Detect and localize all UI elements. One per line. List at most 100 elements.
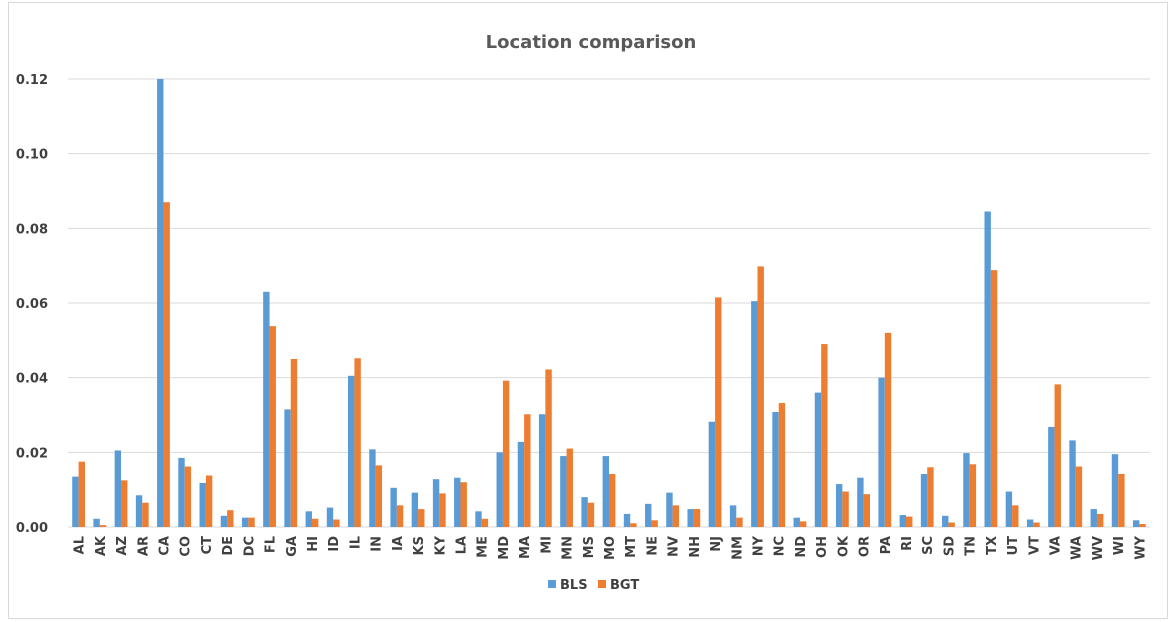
bar-bgt-nd — [799, 521, 807, 527]
bar-bls-vt — [1026, 519, 1034, 527]
bar-bgt-mi — [545, 369, 552, 527]
x-tick-label: NH — [688, 536, 703, 558]
bar-bls-ma — [517, 441, 525, 527]
y-tick-label: 0.02 — [16, 446, 48, 461]
y-tick-label: 0.08 — [16, 222, 48, 237]
x-tick-label: IA — [391, 536, 406, 551]
x-tick-label: MO — [603, 536, 618, 560]
x-tick-label: ID — [327, 536, 342, 552]
bar-bls-wy — [1132, 520, 1140, 527]
bar-bgt-or — [863, 494, 870, 527]
bars — [72, 79, 1146, 528]
bar-bls-il — [348, 375, 355, 527]
bar-bgt-nv — [672, 505, 680, 527]
x-tick-label: AK — [94, 535, 109, 556]
x-tick-label: VT — [1027, 536, 1042, 555]
bar-bgt-ut — [1012, 505, 1019, 527]
bar-bgt-ky — [439, 493, 446, 527]
x-tick-label: AR — [136, 536, 151, 556]
bar-bls-nh — [687, 509, 694, 527]
bar-bgt-mt — [630, 523, 637, 527]
x-tick-label: LA — [454, 536, 469, 554]
bar-bgt-nh — [693, 509, 701, 527]
bar-bgt-ok — [842, 491, 849, 527]
x-tick-label: AL — [73, 536, 88, 554]
bar-bgt-md — [502, 380, 510, 527]
x-tick-label: VA — [1049, 536, 1064, 555]
x-tick-label: CO — [179, 536, 194, 557]
bar-bgt-az — [121, 480, 128, 527]
bar-bls-wi — [1111, 454, 1119, 527]
bar-bls-id — [326, 507, 334, 527]
bar-bgt-pa — [884, 332, 892, 527]
bar-bls-pa — [878, 377, 885, 527]
x-tick-label: TX — [985, 536, 1000, 555]
x-tick-label: PA — [879, 536, 894, 554]
bar-bls-ks — [411, 492, 419, 527]
x-tick-label: MT — [624, 536, 639, 558]
bar-bgt-hi — [311, 518, 319, 527]
bar-bls-de — [220, 515, 228, 527]
x-tick-label: CT — [200, 536, 215, 555]
bar-bls-al — [72, 476, 79, 527]
x-tick-label: KS — [412, 536, 427, 555]
bar-bls-sc — [920, 473, 928, 527]
bar-bgt-nc — [778, 403, 786, 527]
bar-bls-mo — [602, 456, 609, 527]
bar-bgt-vt — [1033, 522, 1040, 527]
x-tick-label: WA — [1070, 536, 1085, 560]
x-tick-label: OH — [815, 536, 830, 558]
bar-bgt-wv — [1096, 513, 1104, 527]
bar-bls-tx — [984, 211, 991, 528]
x-tick-label: WY — [1133, 535, 1148, 559]
bar-bls-nv — [666, 492, 673, 527]
bar-bgt-ms — [587, 502, 595, 527]
bar-bls-ri — [899, 515, 907, 527]
bar-bls-mn — [560, 456, 567, 527]
x-tick-label: ND — [794, 536, 809, 558]
bar-bls-co — [178, 457, 185, 527]
bar-bls-oh — [814, 392, 822, 527]
bar-bls-wv — [1090, 509, 1097, 527]
bar-bls-sd — [942, 515, 949, 527]
x-tick-label: MN — [561, 536, 576, 560]
bar-bls-nd — [793, 517, 800, 527]
bar-bgt-ca — [163, 202, 170, 527]
bar-bls-ny — [751, 301, 758, 527]
x-tick-label: MA — [518, 536, 533, 559]
bar-bgt-il — [354, 358, 361, 527]
legend-swatch-bgt — [598, 580, 606, 588]
bar-bgt-ne — [651, 520, 658, 527]
x-tick-label: NC — [773, 536, 788, 556]
bar-bls-ga — [284, 409, 291, 527]
bar-bgt-ct — [205, 475, 213, 527]
bar-bgt-sc — [927, 467, 934, 527]
bar-bgt-ga — [290, 359, 298, 527]
bar-bls-wa — [1069, 440, 1076, 527]
legend-label-bgt: BGT — [610, 578, 639, 593]
bar-bgt-la — [460, 482, 467, 527]
x-tick-label: NE — [645, 536, 660, 556]
x-tick-label: OR — [858, 536, 873, 557]
bar-bls-in — [369, 449, 376, 527]
x-tick-label: DC — [242, 536, 257, 556]
bar-bgt-tx — [990, 270, 998, 527]
bar-bgt-wa — [1075, 466, 1083, 527]
x-tick-label: MD — [497, 536, 512, 560]
x-tick-label: IL — [348, 536, 363, 549]
bar-bgt-me — [481, 518, 489, 527]
bar-bgt-al — [78, 461, 86, 527]
bar-bls-or — [857, 477, 864, 527]
bar-bls-me — [475, 511, 482, 527]
bar-bls-la — [454, 477, 461, 527]
bar-bls-ne — [645, 503, 652, 527]
bar-bls-ky — [432, 479, 440, 527]
bar-bls-ar — [135, 495, 143, 527]
x-tick-label: ME — [476, 536, 491, 558]
bar-bgt-nm — [736, 517, 743, 527]
bar-bls-va — [1048, 426, 1055, 527]
bar-bgt-oh — [821, 344, 828, 527]
x-tick-label: OK — [836, 535, 851, 557]
x-tick-label: MS — [582, 536, 597, 558]
